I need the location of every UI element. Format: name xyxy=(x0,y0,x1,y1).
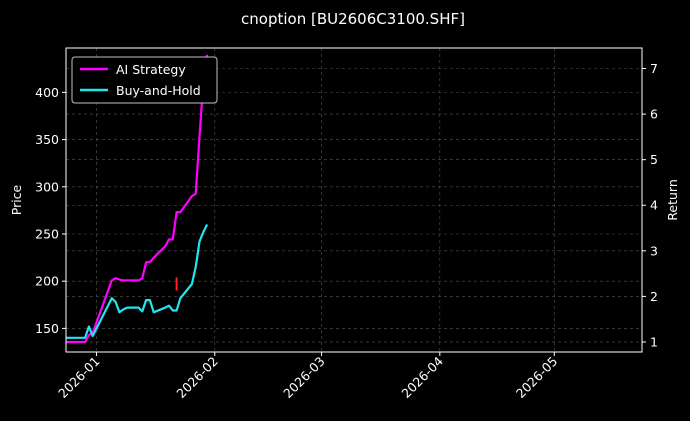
x-tick-label: 2026-05 xyxy=(513,354,561,402)
y-right-tick-label: 3 xyxy=(650,243,658,258)
series-lines xyxy=(66,54,209,344)
y-right-tick-label: 2 xyxy=(650,289,658,304)
y-right-tick-label: 6 xyxy=(650,107,658,122)
x-axis-ticks: 2026-01 2026-02 2026-03 2026-04 2026-05 xyxy=(55,352,560,401)
legend-frame xyxy=(71,56,218,104)
legend-label-buy-and-hold: Buy-and-Hold xyxy=(116,83,201,98)
y-axis-right-ticks: 1 2 3 4 5 6 7 xyxy=(642,61,658,349)
series-line-ai-strategy xyxy=(66,54,209,344)
x-tick-label: 2026-04 xyxy=(398,353,446,401)
y-right-tick-label: 4 xyxy=(650,198,658,213)
plot-frame xyxy=(65,47,643,353)
y-left-tick-label: 400 xyxy=(35,85,59,100)
x-tick-label: 2026-02 xyxy=(173,354,221,402)
legend: AI Strategy Buy-and-Hold xyxy=(71,56,218,104)
y-axis-right-label: Return xyxy=(665,179,680,220)
y-right-tick-label: 5 xyxy=(650,152,658,167)
x-tick-label: 2026-03 xyxy=(280,354,328,402)
y-left-tick-label: 150 xyxy=(35,321,59,336)
y-right-tick-label: 1 xyxy=(650,334,658,349)
y-left-tick-label: 350 xyxy=(35,132,59,147)
x-tick-label: 2026-01 xyxy=(55,354,103,402)
y-left-tick-label: 250 xyxy=(35,226,59,241)
y-right-tick-label: 7 xyxy=(650,61,658,76)
y-axis-left-label: Price xyxy=(9,184,24,215)
y-axis-left-ticks: 150 200 250 300 350 400 xyxy=(35,85,66,336)
y-left-tick-label: 200 xyxy=(35,274,59,289)
chart-title: cnoption [BU2606C3100.SHF] xyxy=(241,10,465,28)
series-line-buy-and-hold xyxy=(66,224,209,339)
y-left-tick-label: 300 xyxy=(35,179,59,194)
legend-label-ai-strategy: AI Strategy xyxy=(116,62,186,77)
